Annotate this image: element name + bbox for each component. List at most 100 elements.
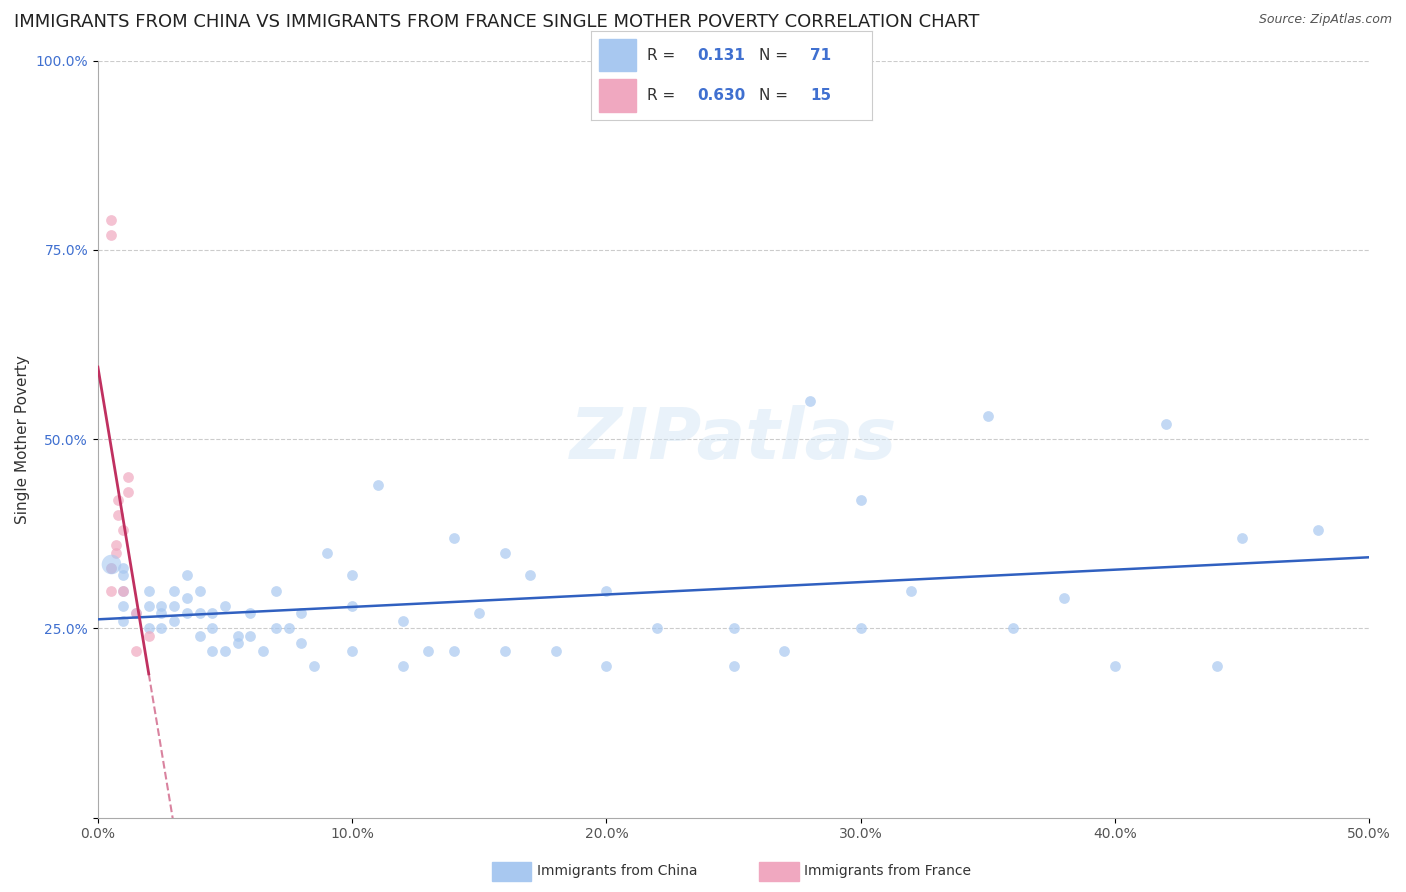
Point	[1053, 591, 1076, 605]
Point	[392, 614, 415, 628]
Text: ZIPatlas: ZIPatlas	[569, 405, 897, 474]
Point	[176, 591, 198, 605]
Point	[799, 394, 821, 409]
Point	[340, 568, 363, 582]
Point	[494, 546, 516, 560]
Point	[125, 644, 148, 658]
Point	[176, 568, 198, 582]
Point	[188, 606, 211, 620]
Point	[443, 531, 465, 545]
Point	[392, 659, 415, 673]
Point	[138, 599, 160, 613]
Point	[138, 629, 160, 643]
Point	[264, 583, 287, 598]
Point	[201, 621, 224, 635]
Point	[188, 629, 211, 643]
Point	[595, 583, 617, 598]
Point	[100, 212, 122, 227]
Point	[100, 561, 122, 575]
Bar	[599, 79, 636, 112]
Point	[418, 644, 440, 658]
Point	[443, 644, 465, 658]
Text: Source: ZipAtlas.com: Source: ZipAtlas.com	[1258, 13, 1392, 27]
Point	[150, 606, 173, 620]
Point	[977, 409, 1000, 424]
Point	[150, 599, 173, 613]
Point	[849, 492, 872, 507]
Point	[100, 561, 122, 575]
Point	[1154, 417, 1177, 431]
Point	[112, 599, 135, 613]
Text: R =: R =	[647, 88, 681, 103]
Point	[112, 614, 135, 628]
Point	[1230, 531, 1253, 545]
Point	[214, 599, 236, 613]
Point	[900, 583, 922, 598]
Bar	[599, 39, 636, 71]
Point	[723, 621, 745, 635]
Point	[302, 659, 325, 673]
Point	[544, 644, 567, 658]
Point	[138, 621, 160, 635]
Text: N =: N =	[759, 48, 793, 62]
Point	[104, 538, 127, 552]
Point	[107, 492, 129, 507]
Point	[188, 583, 211, 598]
Point	[494, 644, 516, 658]
Point	[163, 583, 186, 598]
Point	[100, 557, 122, 571]
Text: IMMIGRANTS FROM CHINA VS IMMIGRANTS FROM FRANCE SINGLE MOTHER POVERTY CORRELATIO: IMMIGRANTS FROM CHINA VS IMMIGRANTS FROM…	[14, 13, 980, 31]
Point	[277, 621, 299, 635]
Text: R =: R =	[647, 48, 681, 62]
Point	[595, 659, 617, 673]
Text: Immigrants from France: Immigrants from France	[804, 864, 972, 879]
Text: Immigrants from China: Immigrants from China	[537, 864, 697, 879]
Point	[252, 644, 274, 658]
Point	[226, 629, 249, 643]
Point	[239, 629, 262, 643]
Point	[176, 606, 198, 620]
Point	[107, 508, 129, 522]
Point	[125, 606, 148, 620]
Point	[367, 477, 389, 491]
Point	[264, 621, 287, 635]
Point	[849, 621, 872, 635]
Point	[201, 606, 224, 620]
Point	[1308, 523, 1330, 537]
Text: 15: 15	[810, 88, 831, 103]
Point	[1205, 659, 1227, 673]
Point	[112, 523, 135, 537]
Point	[239, 606, 262, 620]
Point	[150, 621, 173, 635]
Point	[645, 621, 668, 635]
Point	[112, 583, 135, 598]
Text: 0.630: 0.630	[697, 88, 745, 103]
Point	[100, 583, 122, 598]
Point	[201, 644, 224, 658]
Point	[340, 599, 363, 613]
Point	[723, 659, 745, 673]
Point	[125, 606, 148, 620]
Point	[112, 568, 135, 582]
Point	[104, 546, 127, 560]
Point	[340, 644, 363, 658]
Point	[290, 606, 312, 620]
Text: 0.131: 0.131	[697, 48, 745, 62]
Point	[100, 227, 122, 242]
Point	[112, 561, 135, 575]
Point	[1104, 659, 1126, 673]
Point	[226, 636, 249, 650]
Point	[315, 546, 337, 560]
Point	[112, 583, 135, 598]
Text: N =: N =	[759, 88, 793, 103]
Point	[117, 485, 139, 500]
Text: 71: 71	[810, 48, 831, 62]
Point	[214, 644, 236, 658]
Point	[163, 614, 186, 628]
Point	[519, 568, 541, 582]
Y-axis label: Single Mother Poverty: Single Mother Poverty	[15, 355, 30, 524]
Point	[117, 470, 139, 484]
Point	[163, 599, 186, 613]
Point	[468, 606, 491, 620]
Point	[773, 644, 796, 658]
